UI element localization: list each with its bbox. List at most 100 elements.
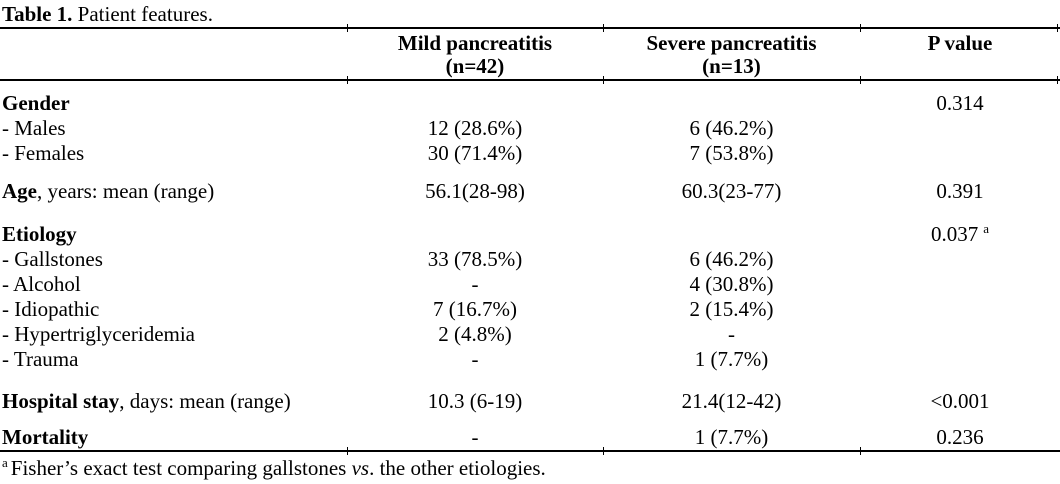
table-row-alcohol: - Alcohol - 4 (30.8%): [0, 272, 1060, 297]
p-value-text: 0.391: [936, 179, 984, 203]
cell-p-value: 0.037 a: [860, 221, 1060, 247]
cell-mild: 10.3 (6-19): [427, 389, 523, 413]
cell-severe: 4 (30.8%): [689, 272, 774, 296]
table-header-row: Mild pancreatitis (n=42) Severe pancreat…: [0, 29, 1060, 79]
cell-severe: -: [728, 322, 735, 346]
column-border-tick: [1057, 76, 1058, 84]
cell-p-value: 0.391: [860, 179, 1060, 204]
column-border-tick: [347, 24, 348, 32]
table-row-hypertriglyceridemia: - Hypertriglyceridemia 2 (4.8%) -: [0, 322, 1060, 347]
spacer-row: [0, 414, 1060, 425]
row-label-rest: - Idiopathic: [2, 297, 100, 321]
spacer-row: [0, 204, 1060, 221]
table-caption: Table 1. Patient features.: [0, 0, 1060, 27]
footnote-text: Fisher’s exact test comparing gallstones: [10, 456, 352, 480]
table-header-rule: [0, 76, 1060, 84]
row-label: - Males: [0, 116, 347, 141]
row-label-rest: - Hypertriglyceridemia: [2, 322, 195, 346]
table-row-gender: Gender 0.314: [0, 91, 1060, 116]
cell-p-value: 0.314: [860, 91, 1060, 116]
row-label: - Trauma: [0, 347, 347, 372]
table-row-idiopathic: - Idiopathic 7 (16.7%) 2 (15.4%): [0, 297, 1060, 322]
table-row-females: - Females 30 (71.4%) 7 (53.8%): [0, 141, 1060, 166]
cell-severe: 1 (7.7%): [694, 425, 769, 449]
row-label: - Alcohol: [0, 272, 347, 297]
header-mild-pancreatitis: Mild pancreatitis (n=42): [347, 29, 603, 79]
row-label-bold: Gender: [2, 91, 70, 115]
cell-mild: 56.1(28-98): [425, 179, 525, 203]
p-value-text: <0.001: [930, 389, 990, 413]
row-label-bold: Hospital stay: [2, 389, 120, 413]
row-label: Mortality: [0, 425, 347, 450]
patient-features-table: Gender 0.314 - Males 12 (28.6%) 6 (46.2%…: [0, 81, 1060, 450]
cell-severe: 7 (53.8%): [689, 141, 774, 165]
row-label: - Idiopathic: [0, 297, 347, 322]
cell-mild: [347, 221, 603, 247]
table-footnote: a Fisher’s exact test comparing gallstone…: [0, 452, 1060, 481]
cell-mild: -: [471, 272, 479, 296]
row-label: - Gallstones: [0, 247, 347, 272]
table-bottom-rule: [0, 447, 1060, 455]
footnote-text-end: . the other etiologies.: [369, 456, 546, 480]
header-severe-line1: Severe pancreatitis: [646, 31, 817, 55]
column-border-tick: [347, 76, 348, 84]
row-label-bold: Mortality: [2, 425, 89, 449]
cell-p-value: [860, 141, 1060, 166]
table-row-hospital-stay: Hospital stay, days: mean (range) 10.3 (…: [0, 389, 1060, 414]
row-label-rest: - Alcohol: [2, 272, 81, 296]
cell-severe: 60.3(23-77): [681, 179, 782, 203]
header-p-value-line1: P value: [927, 31, 993, 55]
row-label-rest: , years: mean (range): [37, 179, 215, 203]
row-label-rest: - Trauma: [2, 347, 79, 371]
row-label: Gender: [0, 91, 347, 116]
p-value-superscript: a: [983, 221, 990, 236]
cell-mild: 2 (4.8%): [438, 322, 512, 346]
header-severe-line2: (n=13): [702, 54, 761, 78]
cell-p-value: [860, 347, 1060, 372]
column-border-tick: [347, 447, 348, 455]
column-border-tick: [860, 76, 861, 84]
table-row-mortality: Mortality - 1 (7.7%) 0.236: [0, 425, 1060, 450]
row-label: Hospital stay, days: mean (range): [0, 389, 347, 414]
column-border-tick: [860, 447, 861, 455]
row-label-rest: - Gallstones: [2, 247, 103, 271]
cell-mild: 30 (71.4%): [427, 141, 523, 165]
row-label: - Hypertriglyceridemia: [0, 322, 347, 347]
cell-mild: 7 (16.7%): [433, 297, 517, 321]
table-row-males: - Males 12 (28.6%) 6 (46.2%): [0, 116, 1060, 141]
row-label-rest: - Males: [2, 116, 66, 140]
table-top-rule: [0, 24, 1060, 32]
table-row-trauma: - Trauma - 1 (7.7%): [0, 347, 1060, 372]
column-border-tick: [603, 76, 604, 84]
cell-p-value: [860, 322, 1060, 347]
spacer-row: [0, 372, 1060, 389]
table-caption-text: Patient features.: [72, 2, 213, 26]
table-body: Gender 0.314 - Males 12 (28.6%) 6 (46.2%…: [0, 81, 1060, 450]
column-border-tick: [603, 24, 604, 32]
header-mild-line1: Mild pancreatitis: [397, 31, 553, 55]
column-border-tick: [603, 447, 604, 455]
p-value-text: 0.037: [930, 222, 979, 246]
cell-p-value: [860, 297, 1060, 322]
header-empty-cell: [0, 29, 347, 79]
row-label: Age, years: mean (range): [0, 179, 347, 204]
cell-mild: -: [471, 425, 479, 449]
spacer-row: [0, 166, 1060, 179]
table-caption-number: Table 1.: [2, 2, 73, 26]
header-severe-pancreatitis: Severe pancreatitis (n=13): [603, 29, 860, 79]
cell-mild: [347, 91, 603, 116]
table-row-age: Age, years: mean (range) 56.1(28-98) 60.…: [0, 179, 1060, 204]
cell-severe: [603, 221, 860, 247]
column-border-tick: [860, 24, 861, 32]
cell-mild: 33 (78.5%): [427, 247, 523, 271]
cell-p-value: [860, 272, 1060, 297]
cell-p-value: [860, 247, 1060, 272]
row-label-bold: Etiology: [2, 221, 77, 246]
cell-severe: 21.4(12-42): [681, 389, 782, 413]
cell-severe: 6 (46.2%): [689, 116, 774, 140]
row-label: Etiology: [0, 221, 347, 247]
spacer-row: [0, 81, 1060, 91]
cell-mild: -: [471, 347, 479, 371]
table-row-etiology: Etiology 0.037 a: [0, 221, 1060, 247]
